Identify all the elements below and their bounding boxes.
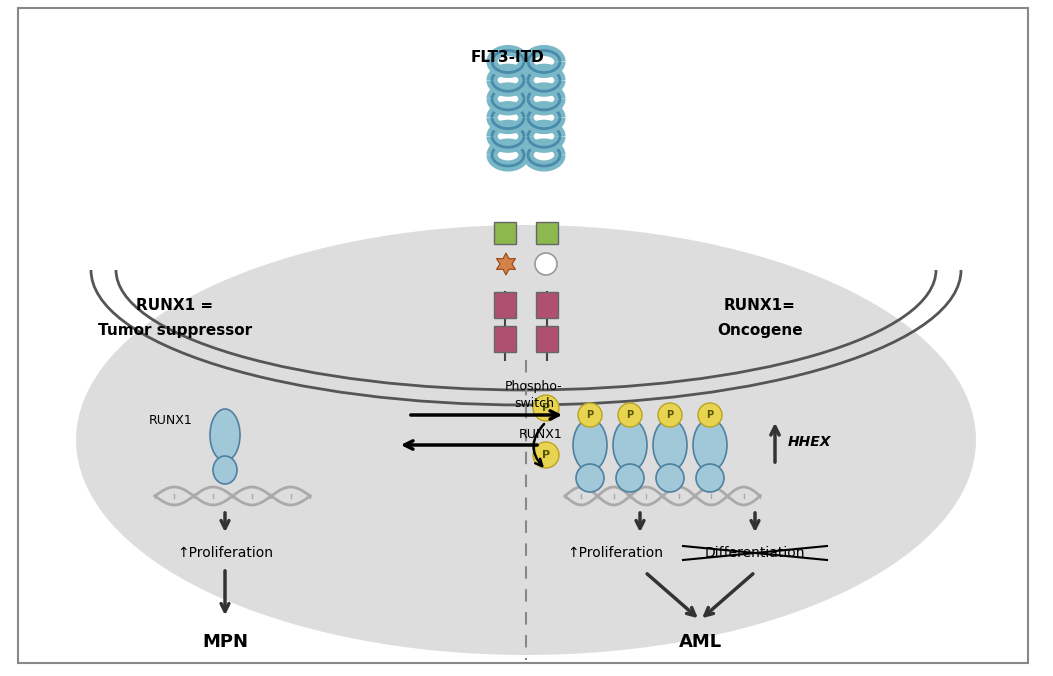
Bar <box>494 222 516 244</box>
Text: RUNX1: RUNX1 <box>150 414 193 427</box>
Bar <box>536 292 558 318</box>
Circle shape <box>698 403 722 427</box>
Text: P: P <box>542 403 550 413</box>
Circle shape <box>533 395 559 421</box>
Circle shape <box>578 403 602 427</box>
Bar <box>494 326 516 352</box>
Ellipse shape <box>656 464 684 492</box>
Ellipse shape <box>573 419 607 471</box>
Text: Phospho-
switch: Phospho- switch <box>505 380 562 410</box>
Bar <box>536 222 558 244</box>
Text: RUNX1=: RUNX1= <box>724 297 796 312</box>
Ellipse shape <box>653 419 687 471</box>
Ellipse shape <box>696 464 724 492</box>
Ellipse shape <box>616 464 644 492</box>
Ellipse shape <box>76 225 976 655</box>
Text: P: P <box>707 410 714 420</box>
Text: Tumor suppressor: Tumor suppressor <box>98 322 252 337</box>
Ellipse shape <box>613 419 647 471</box>
Text: P: P <box>627 410 634 420</box>
Text: P: P <box>667 410 674 420</box>
Circle shape <box>658 403 682 427</box>
Circle shape <box>533 442 559 468</box>
Text: ↑Proliferation: ↑Proliferation <box>177 546 273 560</box>
Text: P: P <box>542 450 550 460</box>
Text: RUNX1: RUNX1 <box>519 429 563 441</box>
Text: AML: AML <box>678 633 721 651</box>
Bar <box>494 292 516 318</box>
Text: MPN: MPN <box>202 633 249 651</box>
Bar <box>536 326 558 352</box>
Circle shape <box>535 253 557 275</box>
Ellipse shape <box>693 419 727 471</box>
Text: ↑Proliferation: ↑Proliferation <box>567 546 663 560</box>
Text: FLT3-ITD: FLT3-ITD <box>471 51 544 66</box>
Text: Differentiation: Differentiation <box>704 546 806 560</box>
Ellipse shape <box>213 456 237 484</box>
Text: P: P <box>587 410 594 420</box>
Ellipse shape <box>210 409 240 461</box>
Text: RUNX1 =: RUNX1 = <box>137 297 214 312</box>
Polygon shape <box>496 253 516 275</box>
Text: Oncogene: Oncogene <box>717 322 802 337</box>
Ellipse shape <box>576 464 604 492</box>
Circle shape <box>618 403 642 427</box>
Text: HHEX: HHEX <box>788 435 832 449</box>
